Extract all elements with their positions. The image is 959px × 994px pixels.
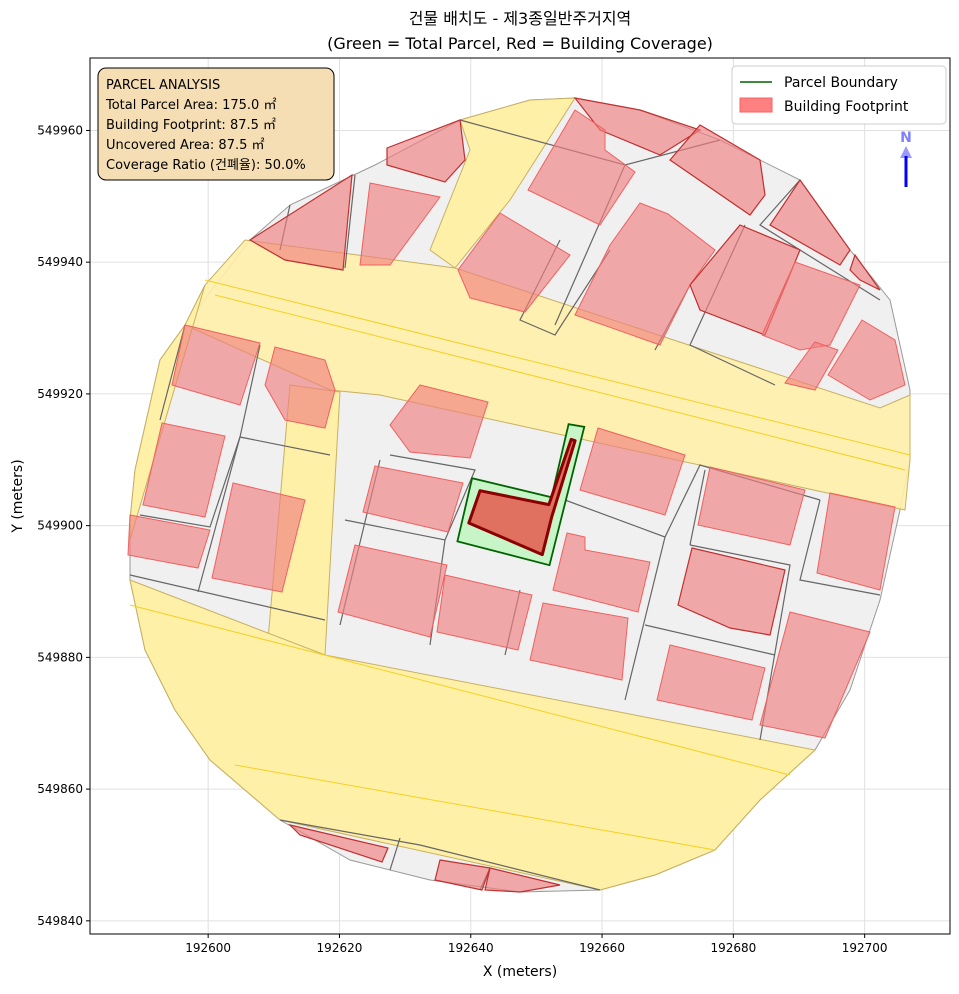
x-tick-label: 192600 bbox=[185, 941, 231, 955]
legend-building-swatch bbox=[739, 97, 773, 113]
road-vertical-top bbox=[429, 97, 576, 269]
y-axis-ticks: 549960 549940 549920 549900 549880 549860 5498… bbox=[37, 123, 90, 928]
info-line: Total Parcel Area: 175.0 ㎡ bbox=[105, 98, 276, 113]
x-tick-label: 192700 bbox=[842, 941, 888, 955]
info-line: Uncovered Area: 87.5 ㎡ bbox=[106, 138, 265, 153]
x-tick-label: 192680 bbox=[710, 941, 756, 955]
info-box: PARCEL ANALYSIS Total Parcel Area: 175.0… bbox=[97, 67, 335, 181]
y-axis-label: Y (meters) bbox=[10, 459, 26, 533]
y-tick-label: 549940 bbox=[37, 255, 83, 269]
road-centerlines bbox=[129, 279, 911, 851]
buildings bbox=[127, 97, 906, 893]
x-axis-ticks: 192600 192620 192640 192660 192680 192700 bbox=[185, 934, 888, 955]
plot-frame bbox=[89, 57, 951, 935]
y-tick-label: 549900 bbox=[37, 519, 83, 533]
y-tick-label: 549920 bbox=[37, 387, 83, 401]
legend-building-label: Building Footprint bbox=[784, 99, 909, 115]
info-line: Coverage Ratio (건폐율): 50.0% bbox=[106, 158, 306, 173]
y-tick-label: 549880 bbox=[37, 650, 83, 664]
road-south bbox=[129, 579, 817, 891]
north-arrow: N bbox=[900, 130, 912, 187]
info-line: Building Footprint: 87.5 ㎡ bbox=[106, 118, 276, 133]
x-tick-label: 192640 bbox=[448, 941, 494, 955]
info-heading: PARCEL ANALYSIS bbox=[106, 78, 220, 93]
x-tick-label: 192620 bbox=[317, 941, 363, 955]
x-tick-label: 192660 bbox=[579, 941, 625, 955]
building-footprint bbox=[467, 437, 577, 557]
legend: Parcel Boundary Building Footprint bbox=[731, 65, 947, 125]
y-tick-label: 549860 bbox=[37, 782, 83, 796]
x-axis-label: X (meters) bbox=[483, 964, 557, 980]
north-label: N bbox=[900, 130, 912, 146]
y-tick-label: 549960 bbox=[37, 123, 83, 137]
legend-parcel-label: Parcel Boundary bbox=[784, 75, 898, 91]
map-layer: N bbox=[127, 97, 912, 893]
chart-title-line2: (Green = Total Parcel, Red = Building Co… bbox=[327, 34, 713, 53]
y-tick-label: 549840 bbox=[37, 914, 83, 928]
north-arrow-head-icon bbox=[900, 146, 912, 158]
chart-title-line1: 건물 배치도 - 제3종일반주거지역 bbox=[409, 9, 632, 28]
